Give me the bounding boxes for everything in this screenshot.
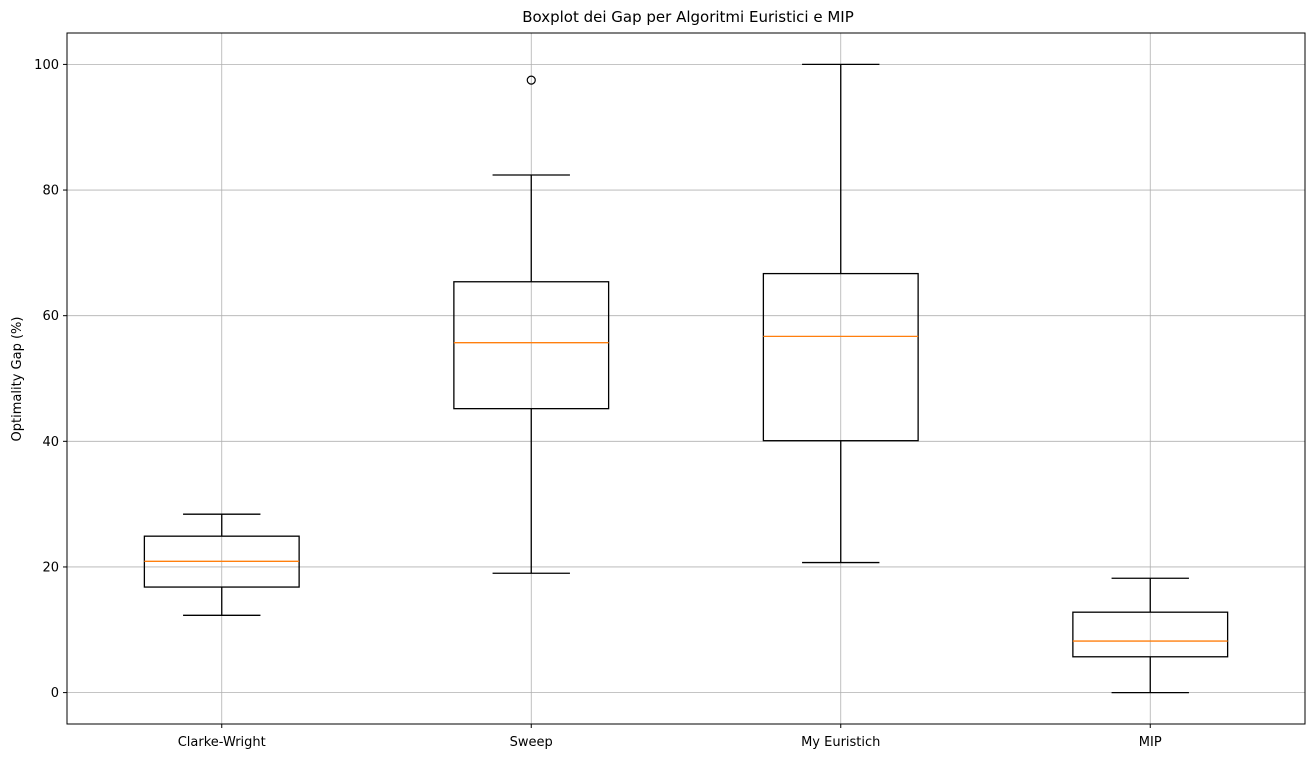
- y-tick-label: 100: [34, 58, 59, 73]
- y-axis-label: Optimality Gap (%): [10, 317, 25, 442]
- iqr-box: [762, 272, 919, 442]
- x-tick-label: My Euristich: [801, 735, 880, 750]
- box-mip: [1072, 577, 1229, 694]
- iqr-box: [453, 281, 610, 410]
- y-tick-label: 40: [42, 435, 59, 450]
- outlier-point: [526, 75, 536, 85]
- boxes: [143, 63, 1229, 694]
- y-tick-label: 20: [42, 560, 59, 575]
- x-tick-label: MIP: [1139, 735, 1162, 750]
- box-my-euristich: [762, 63, 919, 564]
- x-tick-label: Sweep: [510, 735, 553, 750]
- y-tick-label: 60: [42, 309, 59, 324]
- y-tick-label: 80: [42, 184, 59, 199]
- box-clarke-wright: [143, 513, 300, 616]
- plot-frame: [66, 32, 1306, 725]
- box-sweep: [453, 75, 610, 574]
- iqr-box: [1072, 611, 1229, 658]
- axis-ticks: 0 20 40 60 80 100 Clarke-Wright Sweep My Euristi…: [34, 58, 1162, 750]
- grid-lines: [67, 33, 1305, 724]
- chart-title: Boxplot dei Gap per Algoritmi Euristici …: [522, 8, 854, 26]
- x-tick-label: Clarke-Wright: [178, 735, 266, 750]
- y-tick-label: 0: [51, 686, 59, 701]
